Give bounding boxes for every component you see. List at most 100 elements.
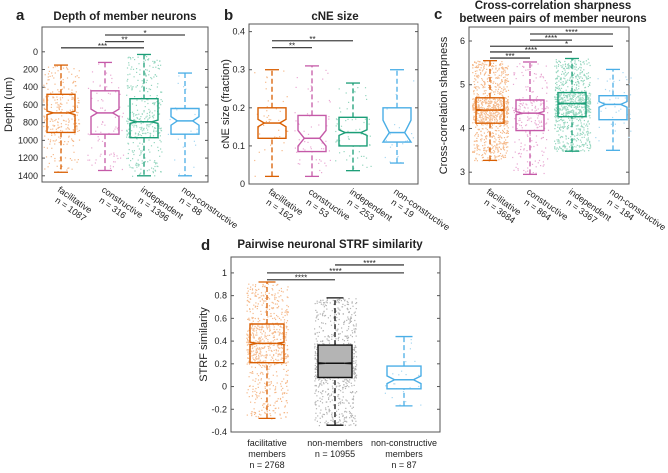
jitter-point [587, 58, 589, 60]
jitter-point [579, 66, 581, 68]
jitter-point [134, 119, 136, 121]
jitter-point [344, 386, 346, 388]
jitter-point [398, 374, 400, 376]
jitter-point [562, 126, 564, 128]
jitter-point [76, 75, 78, 77]
jitter-point [278, 317, 281, 319]
jitter-point [47, 73, 50, 75]
jitter-point [260, 336, 262, 338]
jitter-point [490, 81, 493, 83]
jitter-point [477, 98, 479, 101]
jitter-point [524, 107, 526, 109]
jitter-point [562, 97, 564, 99]
jitter-point [78, 100, 80, 102]
jitter-point [570, 106, 573, 108]
jitter-point [554, 124, 556, 126]
jitter-point [87, 159, 89, 161]
jitter-point [526, 134, 528, 136]
jitter-point [569, 66, 572, 68]
jitter-point [492, 65, 494, 67]
jitter-point [78, 102, 80, 104]
jitter-point [248, 352, 250, 355]
jitter-point [264, 318, 266, 321]
jitter-point [499, 86, 501, 88]
jitter-point [357, 87, 359, 89]
jitter-point [485, 118, 487, 120]
jitter-point [586, 77, 588, 79]
jitter-point [278, 119, 280, 121]
jitter-point [497, 111, 499, 113]
jitter-point [280, 417, 282, 419]
jitter-point [588, 100, 590, 102]
jitter-point [492, 105, 495, 107]
jitter-point [43, 125, 45, 128]
jitter-point [254, 159, 256, 162]
jitter-point [338, 397, 340, 399]
jitter-point [262, 338, 264, 340]
jitter-point [490, 89, 493, 91]
jitter-point [563, 77, 565, 79]
jitter-point [340, 128, 342, 130]
jitter-point [535, 141, 537, 143]
jitter-point [327, 336, 329, 338]
jitter-point [63, 86, 65, 88]
jitter-point [563, 73, 565, 75]
jitter-point [73, 80, 75, 82]
jitter-point [255, 398, 257, 400]
jitter-point [560, 97, 562, 99]
jitter-point [480, 63, 482, 66]
jitter-point [346, 385, 348, 387]
jitter-point [563, 114, 565, 116]
jitter-point [271, 350, 273, 352]
jitter-point [155, 163, 157, 165]
jitter-point [247, 334, 249, 336]
jitter-point [579, 139, 582, 141]
jitter-point [560, 65, 562, 67]
jitter-point [564, 100, 566, 102]
jitter-point [141, 86, 143, 88]
jitter-point [572, 68, 574, 70]
jitter-point [154, 110, 156, 112]
jitter-point [348, 424, 350, 426]
jitter-point [618, 110, 620, 112]
jitter-point [583, 106, 585, 108]
jitter-point [517, 108, 519, 111]
jitter-point [310, 146, 312, 148]
jitter-point [405, 374, 407, 376]
jitter-point [128, 62, 130, 64]
jitter-point [253, 353, 255, 355]
jitter-point [62, 81, 64, 83]
jitter-point [500, 142, 502, 144]
jitter-point [329, 302, 331, 304]
jitter-point [343, 343, 345, 345]
jitter-point [67, 111, 69, 113]
jitter-point [60, 129, 62, 132]
jitter-point [58, 108, 60, 110]
jitter-point [275, 400, 277, 402]
jitter-point [558, 107, 560, 110]
jitter-point [247, 349, 249, 351]
jitter-point [338, 299, 340, 301]
jitter-point [504, 115, 506, 117]
jitter-point [478, 120, 480, 122]
jitter-point [255, 289, 257, 291]
jitter-point [560, 126, 562, 128]
jitter-point [285, 382, 287, 384]
jitter-point [486, 149, 488, 152]
jitter-point [263, 360, 265, 362]
jitter-point [49, 143, 51, 145]
jitter-point [482, 110, 484, 112]
jitter-point [570, 142, 572, 144]
jitter-point [612, 126, 614, 128]
jitter-point [247, 341, 249, 344]
jitter-point [566, 96, 568, 98]
jitter-point [45, 108, 47, 110]
y-tick-label: 1 [222, 268, 227, 278]
jitter-point [587, 72, 590, 74]
jitter-point [286, 289, 288, 291]
jitter-point [66, 66, 68, 68]
jitter-point [588, 108, 590, 110]
jitter-point [111, 77, 113, 80]
jitter-point [472, 109, 474, 111]
jitter-point [335, 141, 337, 143]
